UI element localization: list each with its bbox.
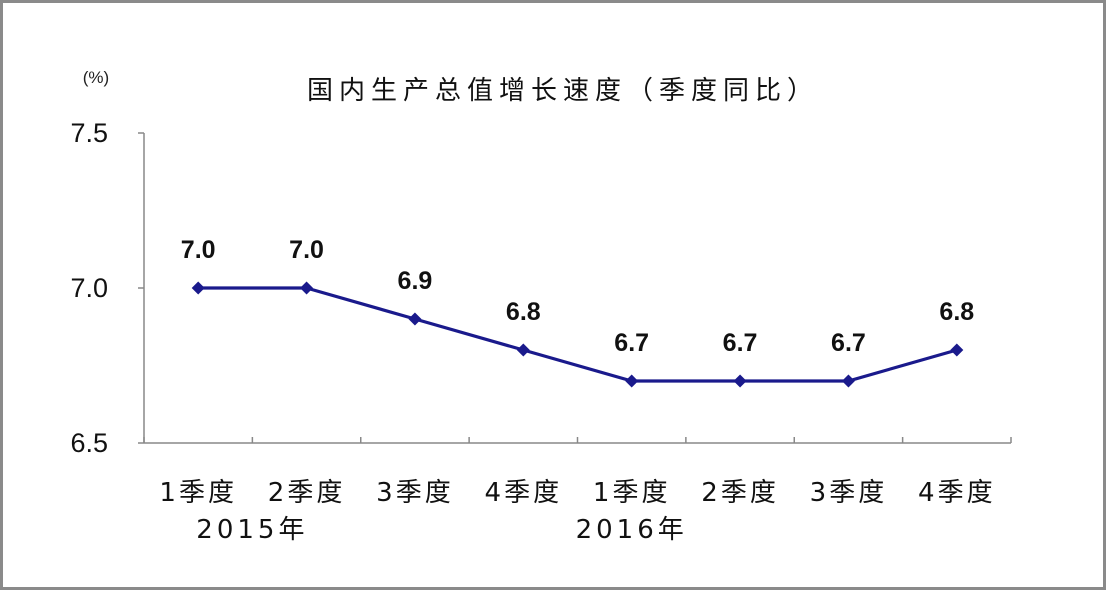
year-group-label: 2015年 <box>196 515 308 545</box>
data-label: 6.7 <box>831 329 866 357</box>
data-label: 6.7 <box>723 329 758 357</box>
x-tick-label: 1季度 <box>593 478 671 508</box>
series-line <box>198 286 958 383</box>
gdp-growth-line-chart: 国内生产总值增长速度（季度同比） (%) 6.5 7.0 7.5 1季度 2季度 3季度… <box>70 68 1012 545</box>
y-tick-labels: 6.5 7.0 7.5 <box>70 118 108 458</box>
x-tick-label: 3季度 <box>376 478 454 508</box>
year-group-label: 2016年 <box>576 515 688 545</box>
data-label: 7.0 <box>181 236 216 264</box>
data-point-marker <box>841 374 855 388</box>
x-tick-label: 1季度 <box>159 478 237 508</box>
data-label: 6.9 <box>398 267 433 295</box>
data-label: 6.7 <box>614 329 649 357</box>
data-point-marker <box>733 374 747 388</box>
y-tick-label: 7.0 <box>70 273 108 303</box>
data-point-marker <box>625 374 639 388</box>
data-point-marker <box>191 281 205 295</box>
x-tick-label: 2季度 <box>268 478 346 508</box>
y-axis-unit-label: (%) <box>83 68 109 87</box>
data-label: 6.8 <box>939 298 974 326</box>
x-tick-labels: 1季度 2季度 3季度 4季度 1季度 2季度 3季度 4季度 <box>159 478 996 508</box>
x-tick-label: 4季度 <box>918 478 996 508</box>
chart-title: 国内生产总值增长速度（季度同比） <box>307 76 819 106</box>
data-point-marker <box>516 343 530 357</box>
axes <box>138 132 1012 444</box>
data-point-marker <box>408 312 422 326</box>
data-point-marker <box>950 343 964 357</box>
y-tick-label: 7.5 <box>70 118 108 148</box>
data-label: 7.0 <box>289 236 324 264</box>
y-tick-label: 6.5 <box>70 428 108 458</box>
year-group-labels: 2015年 2016年 <box>196 515 688 545</box>
data-point-marker <box>300 281 314 295</box>
x-tick-label: 3季度 <box>810 478 888 508</box>
x-tick-label: 4季度 <box>485 478 563 508</box>
x-tick-label: 2季度 <box>701 478 779 508</box>
series: 7.0 7.0 6.9 6.8 6.7 6.7 6.7 6.8 <box>181 236 974 388</box>
data-label: 6.8 <box>506 298 541 326</box>
